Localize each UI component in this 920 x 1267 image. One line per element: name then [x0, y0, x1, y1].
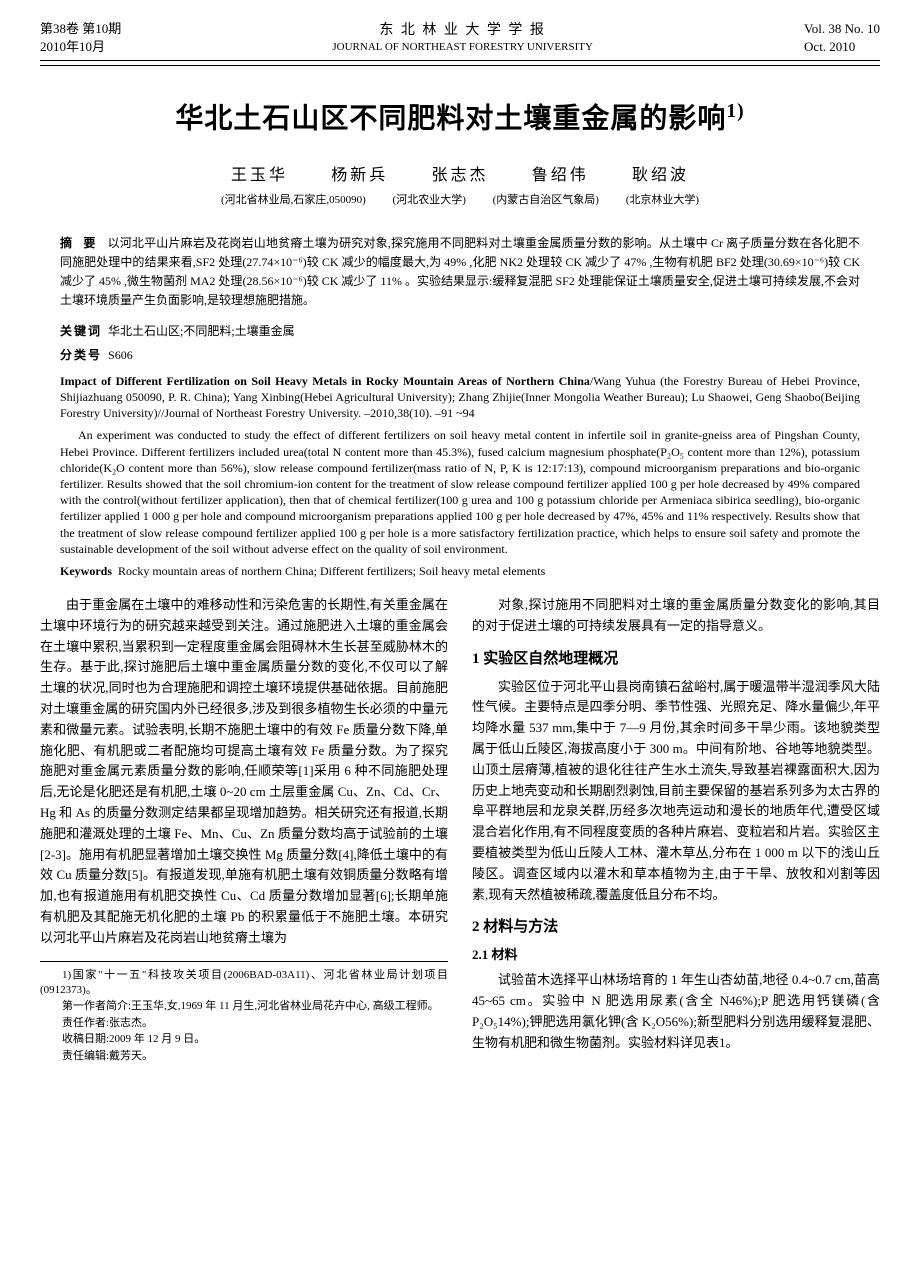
masthead-right: Vol. 38 No. 10 Oct. 2010	[804, 20, 880, 56]
rule	[40, 65, 880, 66]
footnote-2: 第一作者简介:王玉华,女,1969 年 11 月生,河北省林业局花卉中心, 高级…	[40, 999, 448, 1014]
body-p4: 试验苗木选择平山林场培育的 1 年生山杏幼苗,地径 0.4~0.7 cm,苗高 …	[472, 970, 880, 1053]
volume-issue: 第38卷 第10期	[40, 20, 121, 38]
abstract-text: 以河北平山片麻岩及花岗岩山地贫瘠土壤为研究对象,探究施用不同肥料对土壤重金属质量…	[60, 236, 860, 308]
body-p2: 对象,探讨施用不同肥料对土壤的重金属质量分数变化的影响,其目的对于促进土壤的可持…	[472, 595, 880, 637]
author-2: 杨新兵	[331, 163, 388, 189]
affil-4: (北京林业大学)	[626, 192, 699, 210]
masthead-left: 第38卷 第10期 2010年10月	[40, 20, 121, 56]
author-4: 鲁绍伟	[532, 163, 589, 189]
author-1: 王玉华	[231, 163, 288, 189]
english-block: Impact of Different Fertilization on Soi…	[60, 373, 860, 579]
classnum-text: S606	[108, 348, 133, 362]
keywords-cn: 关键词华北土石山区;不同肥料;土壤重金属	[60, 322, 860, 341]
article-title: 华北土石山区不同肥料对土壤重金属的影响1)	[40, 96, 880, 142]
en-title-authors: Impact of Different Fertilization on Soi…	[60, 373, 860, 422]
footnotes: 1)国家"十一五"科技攻关项目(2006BAD-03A11)、河北省林业局计划项…	[40, 961, 448, 1064]
en-title: Impact of Different Fertilization on Soi…	[60, 374, 590, 388]
author-3: 张志杰	[431, 163, 488, 189]
section-2-heading: 2 材料与方法	[472, 915, 880, 939]
body-p1: 由于重金属在土壤中的难移动性和污染危害的长期性,有关重金属在土壤中环境行为的研究…	[40, 595, 448, 949]
keywords-text: 华北土石山区;不同肥料;土壤重金属	[108, 324, 295, 338]
en-keywords: Keywords Rocky mountain areas of norther…	[60, 563, 860, 579]
footnote-4: 收稿日期:2009 年 12 月 9 日。	[40, 1032, 448, 1047]
volume-en: Vol. 38 No. 10	[804, 20, 880, 38]
keywords-label: 关键词	[60, 324, 102, 338]
section-1-heading: 1 实验区自然地理概况	[472, 647, 880, 671]
issue-date: 2010年10月	[40, 38, 121, 56]
classification-number: 分类号 S606	[60, 346, 860, 365]
affil-2: (河北农业大学)	[393, 192, 466, 210]
footnote-3: 责任作者:张志杰。	[40, 1016, 448, 1031]
title-text: 华北土石山区不同肥料对土壤重金属的影响	[175, 104, 726, 135]
body-p3: 实验区位于河北平山县岗南镇石盆峪村,属于暖温带半湿润季风大陆性气候。主要特点是四…	[472, 677, 880, 906]
abstract-cn: 摘 要以河北平山片麻岩及花岗岩山地贫瘠土壤为研究对象,探究施用不同肥料对土壤重金…	[60, 234, 860, 311]
footnote-5: 责任编辑:戴芳天。	[40, 1049, 448, 1064]
date-en: Oct. 2010	[804, 38, 880, 56]
affil-3: (内蒙古自治区气象局)	[493, 192, 599, 210]
abstract-label: 摘 要	[60, 236, 100, 250]
en-keywords-text: Rocky mountain areas of northern China; …	[118, 564, 545, 578]
section-2-1-heading: 2.1 材料	[472, 945, 880, 966]
en-abstract: An experiment was conducted to study the…	[60, 427, 860, 557]
journal-title-en: JOURNAL OF NORTHEAST FORESTRY UNIVERSITY	[332, 40, 593, 55]
affiliation-list: (河北省林业局,石家庄,050090) (河北农业大学) (内蒙古自治区气象局)…	[40, 192, 880, 210]
author-5: 耿绍波	[632, 163, 689, 189]
journal-title-cn: 东 北 林 业 大 学 学 报	[332, 21, 593, 41]
title-footnote-marker: 1)	[726, 101, 744, 122]
affil-1: (河北省林业局,石家庄,050090)	[221, 192, 366, 210]
en-keywords-label: Keywords	[60, 564, 112, 578]
body-columns: 由于重金属在土壤中的难移动性和污染危害的长期性,有关重金属在土壤中环境行为的研究…	[40, 595, 880, 1064]
author-list: 王玉华 杨新兵 张志杰 鲁绍伟 耿绍波	[40, 163, 880, 189]
masthead-center: 东 北 林 业 大 学 学 报 JOURNAL OF NORTHEAST FOR…	[332, 21, 593, 56]
footnote-1: 1)国家"十一五"科技攻关项目(2006BAD-03A11)、河北省林业局计划项…	[40, 968, 448, 999]
masthead: 第38卷 第10期 2010年10月 东 北 林 业 大 学 学 报 JOURN…	[40, 20, 880, 61]
classnum-label: 分类号	[60, 348, 102, 362]
